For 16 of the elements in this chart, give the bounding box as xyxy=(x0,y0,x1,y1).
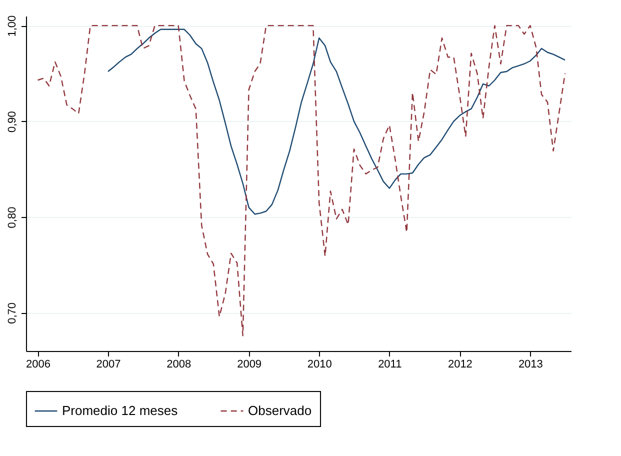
y-tick-label: 0,70 xyxy=(6,302,18,324)
line-series xyxy=(37,24,566,336)
x-tick-label: 2011 xyxy=(378,358,402,370)
legend-label: Observado xyxy=(248,403,312,418)
y-tick-label: 0,80 xyxy=(6,206,18,228)
x-tick-label: 2012 xyxy=(448,358,472,370)
legend-label: Promedio 12 meses xyxy=(62,403,178,418)
x-tick-label: 2008 xyxy=(166,358,192,370)
x-tick-label: 2006 xyxy=(26,358,50,370)
y-tick-label: 1,00 xyxy=(6,15,18,37)
x-tick-label: 2009 xyxy=(237,358,262,370)
y-tick-label: 0,90 xyxy=(6,111,18,132)
x-tick-label: 2007 xyxy=(96,358,121,370)
x-tick-label: 2010 xyxy=(307,358,332,370)
line-series xyxy=(107,28,566,215)
x-tick-label: 2013 xyxy=(518,358,543,370)
